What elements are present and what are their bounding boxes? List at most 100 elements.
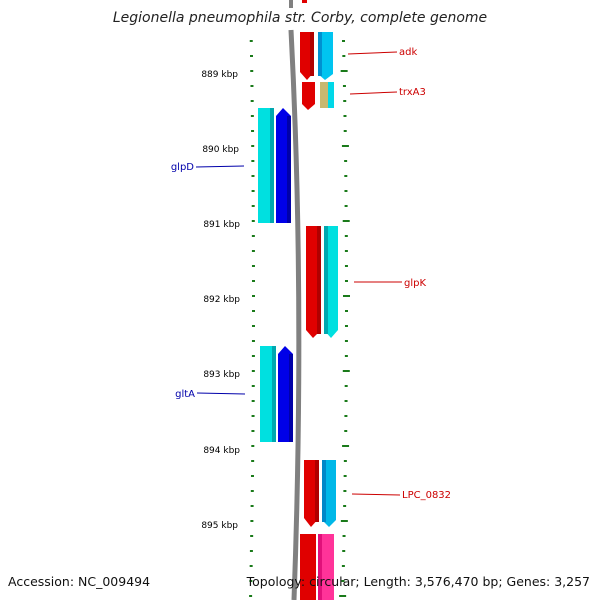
gene-adk-arrow-shade: [310, 32, 314, 76]
ruler-minor-dash: [343, 460, 347, 462]
ruler-minor-dash: [250, 505, 254, 507]
ruler-minor-dash: [249, 550, 253, 552]
ruler-minor-dash: [251, 160, 255, 162]
ruler-labels: 889 kbp 890 kbp 891 kbp 892 kbp 893 kbp …: [201, 70, 240, 531]
ruler-label-889: 889 kbp: [201, 70, 238, 80]
ruler-minor-dash: [342, 550, 346, 552]
ruler-minor-dash: [250, 100, 254, 102]
ruler-minor-dash: [341, 40, 345, 42]
label-leaders: [195, 51, 402, 496]
ruler-minor-dash: [344, 385, 348, 387]
ruler-minor-dash: [250, 475, 254, 477]
ruler-minor-dash: [250, 70, 254, 72]
ruler-label-895: 895 kbp: [201, 521, 238, 531]
ruler-minor-dash: [250, 535, 254, 537]
ruler-minor-dash: [344, 355, 348, 357]
ruler-minor-dash: [251, 250, 255, 252]
ruler-minor-dash: [251, 445, 255, 447]
ruler-minor-dash: [249, 595, 253, 597]
gene-labels: adk trxA3 glpK LPC_0832 glpD gltA: [171, 47, 451, 501]
ruler-minor-dash: [343, 100, 347, 102]
gene-bottom-partial: [300, 534, 316, 600]
ruler-minor-dash: [251, 295, 255, 297]
ruler-major-dash: [342, 220, 350, 222]
ruler-minor-dash: [249, 580, 253, 582]
ruler-minor-dash: [342, 55, 346, 57]
ruler-minor-dash: [343, 490, 347, 492]
ruler-label-891: 891 kbp: [203, 220, 240, 230]
trna-trxA3-block: [320, 82, 328, 108]
ruler-minor-dash: [250, 520, 254, 522]
rna-bottom-partial-shade: [318, 534, 322, 600]
ruler-minor-dash: [343, 130, 347, 132]
genome-summary: Topology: circular; Length: 3,576,470 bp…: [246, 574, 590, 589]
ruler-minor-dash: [251, 400, 255, 402]
ruler-minor-dash: [251, 385, 255, 387]
ruler-minor-dash: [342, 535, 346, 537]
ruler-major-dash: [340, 520, 348, 522]
ruler-major-dash: [340, 70, 348, 72]
ruler-minor-dash: [344, 205, 348, 207]
label-gltA: gltA: [175, 389, 195, 400]
ruler-minor-dash: [250, 85, 254, 87]
gene-glpK-arrow-shade: [317, 226, 321, 334]
ruler-minor-dash: [251, 355, 255, 357]
ruler-label-894: 894 kbp: [203, 446, 240, 456]
cds-trxA3-block: [328, 82, 334, 108]
genome-backbone-line: [288, 29, 302, 600]
ruler-minor-dash: [344, 265, 348, 267]
accession-label: Accession: NC_009494: [8, 574, 151, 589]
ruler-major-dash: [339, 595, 347, 597]
gene-LPC_0832-arrow-shade: [315, 460, 319, 522]
leader-gltA: [196, 392, 246, 395]
top-red-mark: [302, 0, 307, 3]
reverse-strand-features: [258, 108, 293, 442]
ruler-minor-dash: [251, 175, 255, 177]
ruler-minor-dash: [342, 85, 346, 87]
ruler-minor-dash: [251, 415, 255, 417]
genome-title: Legionella pneumophila str. Corby, compl…: [112, 10, 488, 26]
ruler-minor-dash: [344, 400, 348, 402]
label-glpK: glpK: [404, 278, 426, 289]
ruler-minor-dash: [251, 325, 255, 327]
ruler-minor-dash: [341, 580, 345, 582]
ruler-minor-dash: [251, 340, 255, 342]
ruler-minor-dash: [344, 280, 348, 282]
ruler-minor-dash: [344, 430, 348, 432]
leader-LPC_0832: [351, 493, 401, 496]
cds-gltA-block-shade: [272, 346, 276, 442]
ruler-minor-dash: [251, 190, 255, 192]
ruler-minor-dash: [251, 205, 255, 207]
ruler-major-dash: [342, 370, 350, 372]
ruler-minor-dash: [251, 145, 255, 147]
ruler-major-dash: [342, 445, 350, 447]
ruler-label-892: 892 kbp: [203, 295, 240, 305]
ruler-label-890: 890 kbp: [202, 145, 239, 155]
cds-glpD-block-shade: [270, 108, 274, 223]
ruler-minor-dash: [251, 460, 255, 462]
leader-trxA3: [349, 91, 398, 95]
ruler-minor-dash: [344, 415, 348, 417]
ruler-minor-dash: [344, 235, 348, 237]
gene-trxA3-arrow: [302, 82, 315, 110]
ruler-major-dash: [342, 295, 350, 297]
cds-glpK-arrow-shade: [324, 226, 328, 334]
ruler-label-893: 893 kbp: [203, 370, 240, 380]
ruler-minor-dash: [249, 40, 253, 42]
ruler-minor-dash: [251, 310, 255, 312]
ruler-minor-dash: [344, 175, 348, 177]
leader-adk: [347, 51, 398, 55]
ruler-minor-dash: [341, 565, 345, 567]
ruler-minor-dash: [344, 325, 348, 327]
ruler-minor-dash: [344, 250, 348, 252]
ruler-minor-dash: [343, 115, 347, 117]
ruler-minor-dash: [343, 475, 347, 477]
ruler-minor-dash: [344, 190, 348, 192]
ruler-minor-dash: [251, 220, 255, 222]
label-trxA3: trxA3: [399, 87, 426, 98]
label-adk: adk: [399, 47, 417, 58]
ruler-minor-dash: [251, 265, 255, 267]
ruler-major-dash: [341, 145, 349, 147]
ruler-minor-dash: [249, 55, 253, 57]
